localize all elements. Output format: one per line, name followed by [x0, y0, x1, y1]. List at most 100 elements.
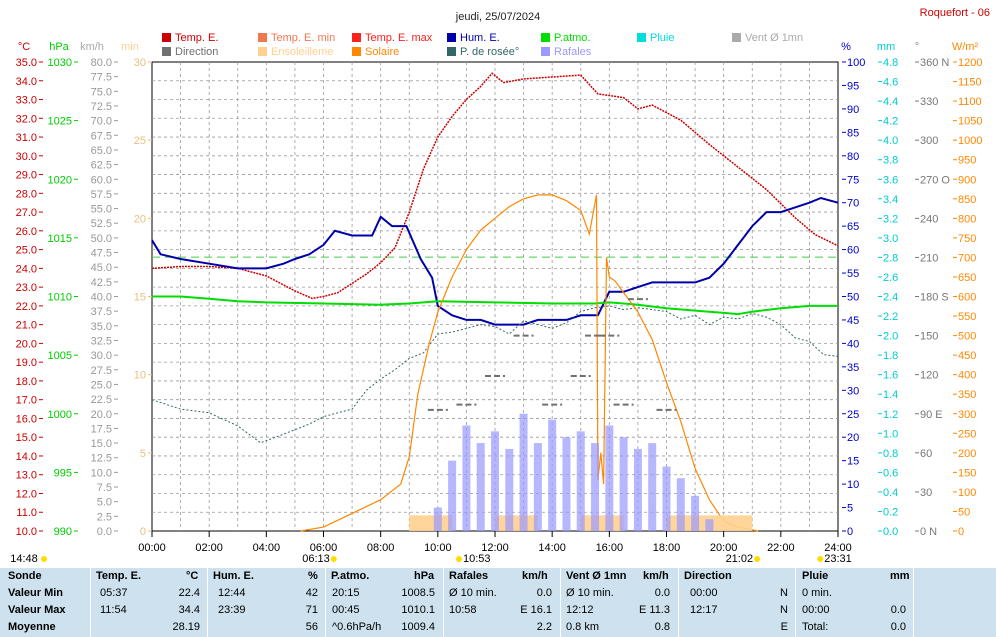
rain-tick-label: 2.4	[883, 292, 898, 304]
rain-tick-label: 1.6	[883, 370, 898, 382]
dir-tick-label: 360 N	[920, 57, 949, 69]
solar-tick-label: 1050	[958, 116, 982, 128]
stats-cell-rain-t: Total:	[802, 621, 829, 633]
gust-bar	[476, 443, 485, 531]
legend-swatch	[447, 33, 456, 42]
legend-label: Hum. E.	[460, 32, 500, 44]
rain-tick-label: 2.0	[883, 331, 898, 343]
legend-swatch	[732, 33, 741, 42]
stats-cell-hum-t: 23:39	[218, 604, 246, 616]
rain-tick-label: 0.4	[883, 487, 898, 499]
wind-tick-label: 52.5	[91, 218, 112, 230]
solar-unit: W/m²	[952, 41, 979, 53]
legend-swatch	[447, 47, 456, 56]
legend-label: Temp. E. max	[365, 32, 433, 44]
x-tick-label: 18:00	[653, 542, 681, 554]
x-tick-label: 06:00	[310, 542, 338, 554]
gust-bar	[491, 431, 499, 531]
rain-tick-label: 0.6	[883, 467, 898, 479]
hdr-hum-unit: %	[308, 570, 318, 582]
marker-left-dot	[41, 556, 47, 562]
rain-tick-label: 3.0	[883, 233, 898, 245]
gust-bar	[562, 437, 571, 531]
temp-tick-label: 21.0	[16, 320, 37, 332]
marker-right-dot	[817, 556, 824, 562]
hum-unit: %	[841, 41, 851, 53]
stats-cell-gust-t: 10:58	[449, 604, 477, 616]
press-unit: hPa	[49, 41, 69, 53]
sun-unit: min	[121, 41, 139, 53]
solar-tick-label: 900	[958, 174, 976, 186]
legend-label: Temp. E. min	[271, 32, 335, 44]
hdr-rain-unit: mm	[890, 570, 910, 582]
stats-cell-wind-v: 0.0	[654, 587, 670, 599]
solar-tick-label: 150	[958, 467, 976, 479]
wind-tick-label: 67.5	[91, 130, 112, 142]
stats-cell-rain-t: 0 min.	[802, 587, 832, 599]
legend-swatch	[352, 33, 361, 42]
temp-tick-label: 23.0	[16, 282, 37, 294]
wind-tick-label: 37.5	[91, 306, 112, 318]
station-name: Roquefort - 06	[920, 7, 990, 19]
gust-bar	[605, 425, 614, 531]
rain-tick-label: 2.6	[883, 272, 898, 284]
solar-tick-label: 200	[958, 448, 976, 460]
gust-bar	[519, 413, 528, 531]
gust-bar	[433, 507, 442, 531]
dir-tick-label: 240	[920, 213, 938, 225]
solar-tick-label: 1200	[958, 57, 982, 69]
solar-tick-label: 350	[958, 389, 976, 401]
solar-tick-label: 800	[958, 213, 976, 225]
temp-tick-label: 34.0	[16, 76, 37, 88]
stats-cell-press-t: 00:45	[332, 604, 360, 616]
wind-tick-label: 75.0	[91, 86, 112, 98]
wind-tick-label: 25.0	[91, 379, 112, 391]
solar-tick-label: 750	[958, 233, 976, 245]
stats-cell-wind-t: 0.8 km	[566, 621, 600, 633]
dir-tick-label: 0 N	[920, 526, 937, 538]
chart-title: jeudi, 25/07/2024	[455, 11, 540, 23]
stats-cell-rain-v: 0.0	[890, 621, 906, 633]
wind-tick-label: 7.5	[97, 482, 112, 494]
stats-cell-dir-t: 12:17	[690, 604, 718, 616]
press-tick-label: 1015	[48, 233, 72, 245]
stats-cell-hum-v: 71	[305, 604, 318, 616]
stats-cell-temp-v: 22.4	[178, 587, 200, 599]
stats-cell-wind-v: 0.8	[654, 621, 670, 633]
series-temperature	[151, 72, 839, 300]
hdr-wind: Vent Ø 1mn	[566, 570, 627, 582]
wind-tick-label: 70.0	[91, 116, 112, 128]
sun-tick-label: 30	[134, 57, 146, 69]
rain-tick-label: 0.2	[883, 506, 898, 518]
gust-bar	[505, 448, 514, 531]
solar-tick-label: 650	[958, 272, 976, 284]
legend-swatch	[541, 33, 550, 42]
hum-tick-label: 0	[847, 526, 853, 538]
hum-tick-label: 20	[847, 432, 859, 444]
rain-tick-label: 0.0	[883, 526, 898, 538]
dir-tick-label: 30	[920, 487, 932, 499]
rain-tick-label: 0.8	[883, 448, 898, 460]
gust-bar	[691, 495, 700, 531]
x-tick-label: 04:00	[253, 542, 281, 554]
stats-row: Valeur Max 11:54 34.4 23:39 71 00:45 1010.1 10:…	[0, 602, 996, 619]
stats-cell-gust-v: 0.0	[536, 587, 552, 599]
stats-cell-press-v: 1009.4	[401, 621, 435, 633]
solar-tick-label: 1000	[958, 135, 982, 147]
wind-tick-label: 15.0	[91, 438, 112, 450]
rain-tick-label: 4.4	[883, 96, 898, 108]
marker-sunrise: 06:13	[302, 553, 330, 565]
x-tick-label: 12:00	[481, 542, 509, 554]
rain-tick-label: 4.6	[883, 77, 898, 89]
hum-tick-label: 40	[847, 338, 859, 350]
legend-label: Ensoleilleme	[271, 46, 333, 58]
gust-bar	[591, 443, 600, 531]
stats-cell-temp-v: 34.4	[178, 604, 200, 616]
stats-cell-dir-v: E	[780, 621, 788, 633]
rain-tick-label: 2.2	[883, 311, 898, 323]
stats-cell-press-v: 1008.5	[401, 587, 435, 599]
rain-tick-label: 1.8	[883, 350, 898, 362]
wind-tick-label: 27.5	[91, 365, 112, 377]
hum-tick-label: 35	[847, 362, 859, 374]
temp-tick-label: 35.0	[16, 57, 37, 69]
